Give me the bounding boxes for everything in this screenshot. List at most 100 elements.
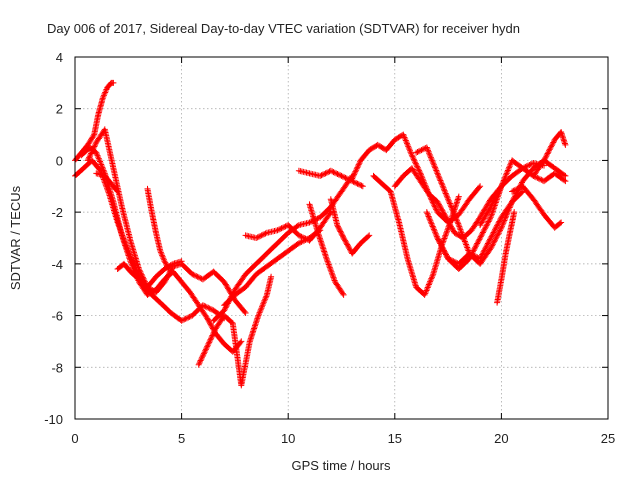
data-point-marker [477, 205, 493, 229]
series-track-11 [242, 209, 334, 244]
data-point-marker [153, 280, 167, 296]
y-tick-label: -8 [51, 360, 63, 375]
series-track-14 [327, 196, 373, 257]
data-point-marker [541, 138, 557, 164]
series-track-22 [494, 209, 518, 306]
data-point-marker [253, 251, 269, 267]
data-point-marker [387, 188, 402, 224]
data-point-marker [323, 255, 338, 284]
data-point-marker [212, 313, 227, 332]
data-point-marker [157, 299, 173, 315]
data-point-marker [562, 178, 569, 185]
data-point-marker [238, 340, 253, 389]
data-point-marker [468, 215, 483, 234]
data-point-marker [466, 236, 483, 262]
data-point-marker [340, 235, 355, 256]
data-point-marker [210, 268, 227, 284]
data-point-marker [349, 158, 363, 182]
data-point-marker [530, 158, 547, 179]
data-point-marker [99, 86, 110, 102]
data-point-marker [195, 345, 210, 368]
data-point-marker [359, 183, 366, 190]
data-point-marker [417, 178, 432, 196]
data-point-marker [379, 180, 393, 194]
data-point-marker [445, 196, 462, 227]
data-point-marker [357, 148, 372, 164]
x-tick-label: 25 [601, 431, 615, 446]
data-point-marker [242, 272, 259, 291]
data-point-marker [562, 141, 569, 148]
data-point-marker [153, 267, 167, 280]
series-track-13 [306, 201, 347, 298]
data-point-marker [340, 291, 347, 298]
chart-title: Day 006 of 2017, Sidereal Day-to-day VTE… [47, 21, 520, 36]
data-point-marker [383, 137, 397, 154]
data-point-marker [541, 211, 557, 230]
data-point-marker [487, 184, 504, 210]
data-point-marker [434, 170, 451, 201]
data-point-marker [423, 209, 440, 240]
data-point-marker [487, 226, 504, 252]
data-point-marker [110, 198, 125, 237]
data-point-marker [101, 126, 116, 170]
data-point-marker [268, 273, 275, 280]
data-point-marker [408, 165, 423, 183]
data-point-marker [434, 198, 449, 219]
data-point-marker [498, 200, 515, 221]
x-tick-label: 20 [494, 431, 508, 446]
data-point-marker [396, 219, 411, 261]
data-point-marker [511, 209, 518, 216]
grid [75, 57, 608, 419]
data-point-marker [317, 205, 333, 221]
data-point-marker [285, 241, 301, 254]
series-track-6 [114, 258, 185, 291]
data-point-marker [263, 241, 280, 257]
data-points [72, 79, 569, 389]
data-point-marker [551, 165, 568, 179]
data-point-marker [477, 197, 493, 221]
data-point-marker [255, 293, 270, 319]
data-point-marker [127, 268, 141, 282]
x-tick-label: 10 [281, 431, 295, 446]
y-tick-label: 4 [56, 50, 63, 65]
data-point-marker [391, 174, 406, 190]
y-tick-label: -6 [51, 309, 63, 324]
data-point-marker [118, 204, 133, 243]
data-point-marker [157, 247, 167, 263]
series-track-4 [84, 126, 249, 316]
data-point-marker [413, 145, 429, 156]
data-point-marker [89, 157, 103, 173]
data-point-marker [178, 258, 185, 265]
data-point-marker [253, 264, 269, 278]
data-point-marker [161, 258, 172, 271]
data-point-marker [91, 112, 102, 138]
data-point-marker [263, 256, 280, 270]
series-track-9 [210, 172, 356, 324]
data-point-marker [498, 174, 514, 190]
data-point-marker [242, 310, 249, 316]
data-point-marker [285, 222, 301, 238]
data-point-marker [84, 140, 99, 164]
data-point-marker [148, 209, 159, 235]
data-point-marker [315, 229, 330, 261]
data-point-marker [306, 201, 321, 235]
data-point-marker [210, 308, 227, 324]
data-point-marker [231, 272, 248, 293]
data-point-marker [334, 222, 346, 240]
x-axis-label: GPS time / hours [292, 458, 391, 473]
data-point-marker [357, 233, 372, 247]
x-tick-label: 5 [178, 431, 185, 446]
series-track-5 [93, 170, 121, 195]
data-point-marker [153, 229, 163, 253]
data-point-marker [455, 256, 472, 272]
data-point-marker [404, 255, 419, 289]
data-point-marker [327, 196, 340, 227]
data-point-marker [274, 248, 290, 262]
data-point-marker [519, 183, 536, 201]
plot-frame [74, 56, 609, 420]
series-track-10 [221, 227, 324, 309]
data-point-marker [455, 193, 462, 200]
data-point-marker [221, 292, 237, 309]
data-point-marker [551, 220, 563, 231]
data-point-marker [477, 183, 484, 190]
